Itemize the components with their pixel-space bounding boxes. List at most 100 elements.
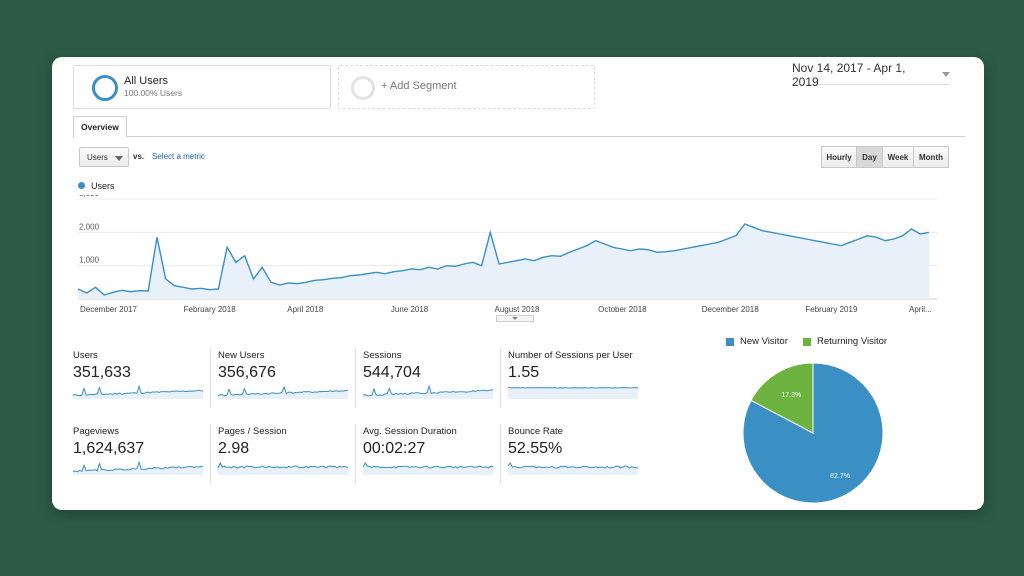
metric-sparkline <box>73 460 203 475</box>
metric-label: Pageviews <box>73 426 119 437</box>
metric-sparkline <box>508 386 638 399</box>
metric-dropdown-label: Users <box>87 152 108 162</box>
users-legend-label: Users <box>91 181 115 191</box>
sparkline-line <box>363 462 493 469</box>
x-tick-label: December 2017 <box>80 305 137 314</box>
y-tick-label: 1,000 <box>79 256 100 265</box>
x-tick-label: April... <box>909 305 932 314</box>
metric-label: Users <box>73 350 98 361</box>
metric-sparkline <box>363 462 493 475</box>
sparkline-fill <box>363 463 493 475</box>
metric-value: 1,624,637 <box>73 440 145 457</box>
metric-sparkline <box>363 384 493 399</box>
tab-bar: Overview <box>73 116 965 138</box>
metric-label: Number of Sessions per User <box>508 350 633 361</box>
segment-subtitle: 100.00% Users <box>124 88 183 98</box>
sparkline-fill <box>363 386 493 399</box>
new-visitor-label: New Visitor <box>740 336 788 347</box>
metric-value: 1.55 <box>508 364 540 381</box>
metric-label: Avg. Session Duration <box>363 426 457 437</box>
users-line-chart: 1,000 2,000 3,000 December 2017 February 201… <box>77 195 937 314</box>
metric-tile[interactable]: Number of Sessions per User 1.55 <box>508 350 648 412</box>
metric-tile[interactable]: Users 351,633 <box>73 350 213 412</box>
metric-tile[interactable]: New Users 356,676 <box>218 350 358 412</box>
metric-tile[interactable]: Pageviews 1,624,637 <box>73 426 213 488</box>
tile-divider <box>500 424 501 484</box>
tile-divider <box>210 348 211 408</box>
tab-overview[interactable]: Overview <box>73 116 127 138</box>
metric-sparkline <box>218 385 348 399</box>
sparkline-fill <box>73 386 203 399</box>
metric-tile[interactable]: Sessions 544,704 <box>363 350 503 412</box>
x-tick-label: February 2018 <box>184 305 237 314</box>
add-segment-label: + Add Segment <box>381 80 457 92</box>
chevron-down-icon <box>942 72 950 77</box>
x-tick-label: August 2018 <box>495 305 540 314</box>
metric-label: Pages / Session <box>218 426 287 437</box>
sparkline-fill <box>218 463 348 475</box>
tile-divider <box>500 348 501 408</box>
sparkline-fill <box>73 462 203 475</box>
metric-value: 351,633 <box>73 364 131 381</box>
y-tick-label: 2,000 <box>79 222 100 231</box>
metric-value: 356,676 <box>218 364 276 381</box>
x-tick-label: June 2018 <box>391 305 429 314</box>
y-tick-label: 3,000 <box>79 195 100 198</box>
metric-tile[interactable]: Avg. Session Duration 00:02:27 <box>363 426 503 488</box>
segment-all-users[interactable]: All Users 100.00% Users <box>73 65 331 109</box>
date-range-picker[interactable]: Nov 14, 2017 - Apr 1, 2019 <box>792 61 950 89</box>
metric-value: 00:02:27 <box>363 440 426 457</box>
sparkline-line <box>73 384 203 397</box>
sparkline-line <box>508 462 638 469</box>
metric-label: Bounce Rate <box>508 426 563 437</box>
tile-divider <box>210 424 211 484</box>
sparkline-line <box>73 460 203 473</box>
pie-slice[interactable] <box>750 362 814 434</box>
metric-dropdown[interactable]: Users <box>79 147 129 167</box>
segment-ring-icon <box>92 75 118 101</box>
chart-resize-handle[interactable] <box>496 315 534 322</box>
sparkline-line <box>508 386 638 389</box>
period-week-button[interactable]: Week <box>882 146 914 168</box>
pie-legend-returning-visitor: Returning Visitor <box>803 336 887 347</box>
pie-legend-new-visitor: New Visitor <box>726 336 788 347</box>
tile-divider <box>355 424 356 484</box>
period-month-button[interactable]: Month <box>913 146 949 168</box>
pie-slice-label: 82.7% <box>830 473 850 480</box>
x-tick-label: December 2018 <box>702 305 759 314</box>
returning-visitor-swatch <box>803 337 811 346</box>
sparkline-fill <box>218 387 348 399</box>
returning-visitor-label: Returning Visitor <box>817 336 888 347</box>
sparkline-line <box>218 385 348 397</box>
metric-sparkline <box>508 462 638 475</box>
metric-tile[interactable]: Pages / Session 2.98 <box>218 426 358 488</box>
sparkline-line <box>218 461 348 469</box>
metric-value: 52.55% <box>508 440 563 457</box>
x-tick-label: April 2018 <box>287 305 324 314</box>
users-legend-swatch <box>78 182 85 189</box>
metric-label: Sessions <box>363 350 402 361</box>
date-range-label: Nov 14, 2017 - Apr 1, 2019 <box>792 60 906 89</box>
vs-label: vs. <box>133 152 145 161</box>
segment-placeholder-icon <box>351 76 375 100</box>
visitor-pie-chart: 82.7% 17.3% <box>742 362 884 504</box>
x-tick-label: October 2018 <box>598 305 647 314</box>
analytics-card: All Users 100.00% Users + Add Segment No… <box>52 57 984 510</box>
new-visitor-swatch <box>726 337 734 346</box>
metric-sparkline <box>218 461 348 475</box>
period-toggle: Hourly Day Week Month <box>821 146 949 168</box>
tile-divider <box>355 348 356 408</box>
users-area-fill <box>78 224 929 299</box>
sparkline-fill <box>508 387 638 399</box>
metric-value: 544,704 <box>363 364 421 381</box>
metric-tile[interactable]: Bounce Rate 52.55% <box>508 426 648 488</box>
sparkline-fill <box>508 463 638 475</box>
x-tick-label: February 2019 <box>805 305 858 314</box>
users-series-line <box>77 223 930 296</box>
metric-value: 2.98 <box>218 440 250 457</box>
add-segment-button[interactable]: + Add Segment <box>338 65 595 109</box>
period-hourly-button[interactable]: Hourly <box>821 146 857 168</box>
select-metric-link[interactable]: Select a metric <box>152 152 205 161</box>
pie-slice-label: 17.3% <box>781 392 801 399</box>
period-day-button[interactable]: Day <box>856 146 883 168</box>
